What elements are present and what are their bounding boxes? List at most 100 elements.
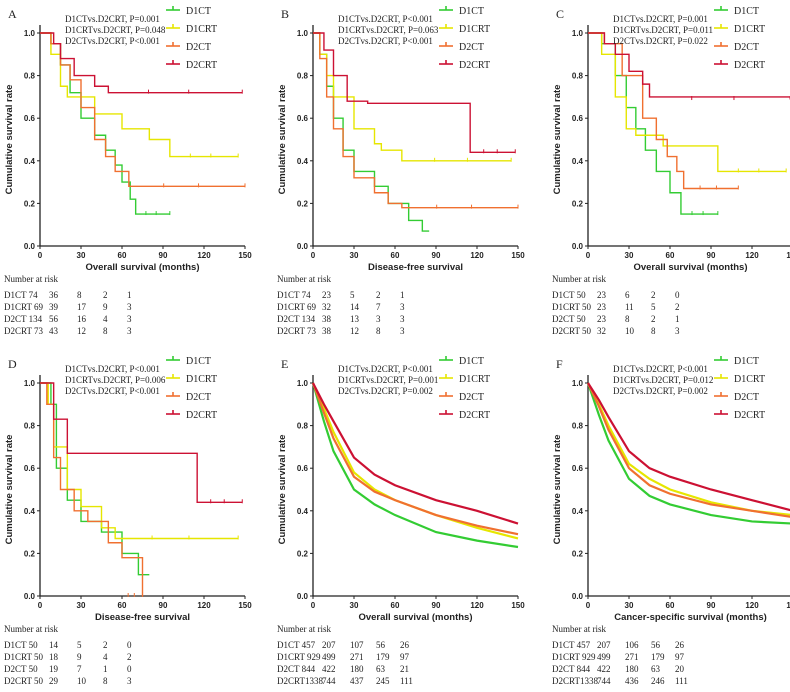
p-value: D1CTvs.D2CRT, P=0.001 — [65, 14, 160, 24]
risk-count: 3 — [675, 326, 680, 336]
panel-letter: B — [281, 7, 289, 21]
risk-count: 16 — [77, 314, 87, 324]
x-tick-label: 30 — [77, 601, 86, 610]
series-line-D2CT — [313, 32, 518, 209]
series-line-D2CT — [40, 32, 245, 188]
risk-count: 3 — [127, 314, 132, 324]
risk-count: 5 — [350, 290, 355, 300]
km-chart-A: A 0.0 0.2 0.4 0.6 0.8 1.0 0 30 60 90 120 150 Cumulati… — [4, 6, 252, 336]
risk-count: 7 — [77, 664, 82, 674]
risk-count: 8 — [77, 290, 82, 300]
x-tick-label: 90 — [432, 601, 441, 610]
risk-group-label: D2CT 844 — [552, 664, 591, 674]
risk-count: 3 — [127, 326, 132, 336]
legend-label-D1CT: D1CT — [459, 356, 484, 367]
risk-count: 56 — [376, 640, 386, 650]
risk-table-header: Number at risk — [277, 274, 331, 284]
y-tick-label: 0.8 — [24, 422, 36, 431]
legend-label-D1CT: D1CT — [186, 6, 211, 17]
legend-label-D2CRT: D2CRT — [734, 410, 765, 421]
x-tick-label: 120 — [745, 601, 759, 610]
legend-label-D2CRT: D2CRT — [186, 60, 217, 71]
p-value: D1CRTvs.D2CRT, P=0.011 — [613, 25, 713, 35]
x-tick-label: 0 — [38, 251, 43, 260]
risk-group-label: D1CT 50 — [552, 290, 586, 300]
risk-count: 21 — [400, 664, 409, 674]
risk-count: 3 — [400, 314, 405, 324]
legend-label-D2CT: D2CT — [734, 392, 759, 403]
y-tick-label: 0.4 — [297, 507, 309, 516]
risk-count: 499 — [597, 652, 611, 662]
y-tick-label: 0.6 — [572, 114, 584, 123]
x-tick-label: 0 — [311, 251, 316, 260]
series-line-D2CRT — [313, 32, 516, 153]
risk-count: 17 — [77, 302, 87, 312]
series-line-D2CRT — [588, 32, 790, 100]
risk-count: 8 — [651, 326, 656, 336]
risk-group-label: D2CRT1338 — [277, 676, 323, 686]
risk-count: 6 — [625, 290, 630, 300]
series-line-D1CT — [311, 382, 519, 549]
risk-group-label: D2CRT1338 — [552, 676, 598, 686]
risk-count: 207 — [322, 640, 336, 650]
series-line-D1CT — [586, 382, 790, 525]
x-axis-label: Cancer-specific survival (months) — [614, 612, 767, 623]
risk-group-label: D2CRT 73 — [4, 326, 44, 336]
risk-count: 97 — [400, 652, 410, 662]
x-tick-label: 120 — [470, 251, 484, 260]
risk-count: 18 — [49, 652, 59, 662]
km-chart-B: B 0.0 0.2 0.4 0.6 0.8 1.0 0 30 60 90 120 150 Cumulati… — [277, 6, 525, 336]
x-tick-label: 120 — [197, 251, 211, 260]
y-tick-label: 0.4 — [24, 507, 36, 516]
risk-group-label: D2CRT 50 — [552, 326, 592, 336]
x-tick-label: 150 — [511, 251, 525, 260]
y-tick-label: 1.0 — [572, 29, 584, 38]
risk-group-label: D1CRT 50 — [552, 302, 592, 312]
x-axis-label: Disease-free survival — [368, 262, 463, 273]
panel-letter: A — [8, 7, 17, 21]
risk-count: 111 — [675, 676, 688, 686]
series-line-D1CRT — [588, 32, 787, 173]
risk-count: 8 — [376, 326, 381, 336]
x-axis-label: Overall survival (months) — [358, 612, 472, 623]
series-line-D1CRT — [40, 32, 239, 158]
risk-count: 56 — [651, 640, 661, 650]
risk-group-label: D1CRT 929 — [277, 652, 321, 662]
p-value: D2CTvs.D2CRT, P<0.001 — [338, 36, 433, 46]
risk-count: 12 — [77, 326, 86, 336]
risk-count: 179 — [651, 652, 665, 662]
risk-count: 63 — [376, 664, 386, 674]
y-tick-label: 0.8 — [297, 422, 309, 431]
legend-label-D2CT: D2CT — [459, 392, 484, 403]
legend-label-D2CRT: D2CRT — [734, 60, 765, 71]
x-tick-label: 0 — [311, 601, 316, 610]
risk-count: 29 — [49, 676, 59, 686]
p-value: D2CTvs.D2CRT, P<0.001 — [65, 386, 160, 396]
risk-count: 14 — [350, 302, 360, 312]
risk-count: 23 — [597, 302, 607, 312]
risk-group-label: D2CRT 50 — [4, 676, 44, 686]
risk-count: 2 — [651, 290, 656, 300]
y-axis-label: Cumulative survival rate — [552, 85, 563, 195]
y-tick-label: 1.0 — [297, 379, 309, 388]
risk-count: 271 — [350, 652, 364, 662]
risk-group-label: D1CRT 50 — [4, 652, 44, 662]
x-tick-label: 60 — [666, 251, 675, 260]
risk-count: 1 — [103, 664, 108, 674]
series-line-D1CRT — [40, 382, 239, 540]
y-tick-label: 0.0 — [24, 242, 36, 251]
y-tick-label: 0.0 — [24, 592, 36, 601]
y-tick-label: 0.0 — [572, 592, 584, 601]
p-value: D2CTvs.D2CRT, P=0.002 — [613, 386, 708, 396]
risk-count: 32 — [322, 302, 331, 312]
risk-group-label: D2CT 134 — [4, 314, 43, 324]
risk-count: 107 — [350, 640, 364, 650]
risk-count: 23 — [597, 314, 607, 324]
risk-count: 63 — [651, 664, 661, 674]
risk-group-label: D2CT 844 — [277, 664, 316, 674]
series-line-D1CRT — [311, 382, 519, 540]
series-line-D2CT — [40, 382, 144, 596]
x-tick-label: 90 — [707, 601, 716, 610]
x-tick-label: 120 — [197, 601, 211, 610]
panel-letter: F — [556, 357, 563, 371]
